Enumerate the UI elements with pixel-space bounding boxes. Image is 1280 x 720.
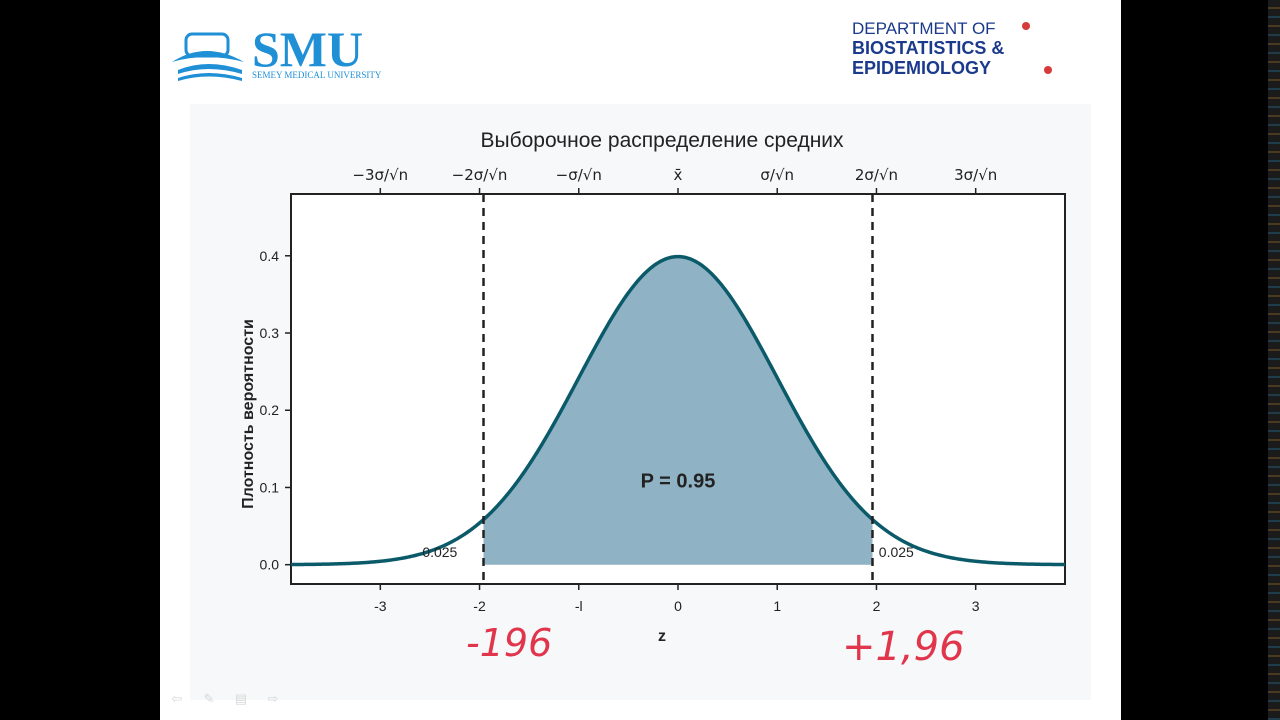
x-tick-label-3: 0 bbox=[674, 598, 682, 614]
top-tick-label-2: −σ/√n bbox=[556, 166, 602, 184]
prev-arrow-icon[interactable]: ⇦ bbox=[171, 691, 183, 706]
tail-prob-label-2: 0.025 bbox=[879, 544, 914, 560]
window-edge bbox=[1268, 0, 1280, 720]
smu-subtitle: SEMEY MEDICAL UNIVERSITY bbox=[252, 70, 382, 80]
shaded-area-95 bbox=[483, 256, 873, 565]
department-logo: DEPARTMENT OF BIOSTATISTICS & EPIDEMIOLO… bbox=[852, 19, 1052, 78]
top-tick-label-5: 2σ/√n bbox=[855, 166, 898, 184]
top-tick-label-4: σ/√n bbox=[760, 166, 794, 184]
probability-label: P = 0.95 bbox=[641, 470, 716, 492]
slide-nav: ⇦ ✎ ▤ ⇨ bbox=[168, 692, 282, 706]
tail-prob-label-1: 0.025 bbox=[422, 544, 457, 560]
dept-line3: EPIDEMIOLOGY bbox=[852, 58, 991, 78]
handwritten-minus-196: -196 bbox=[466, 621, 552, 665]
chart-title: Выборочное распределение средних bbox=[480, 129, 844, 152]
y-tick-label-3: 0.3 bbox=[260, 325, 280, 341]
top-tick-label-3: x̄ bbox=[674, 166, 683, 184]
pen-icon[interactable]: ✎ bbox=[203, 691, 215, 706]
y-tick-label-0: 0.0 bbox=[260, 557, 280, 573]
density-curve bbox=[290, 254, 1066, 567]
top-tick-label-0: −3σ/√n bbox=[352, 166, 408, 184]
chart-panel: Выборочное распределение средних Плотнос… bbox=[190, 104, 1091, 700]
dept-line1: DEPARTMENT OF bbox=[852, 19, 996, 38]
x-axis-label: z bbox=[658, 628, 666, 645]
x-tick-label-2: -l bbox=[575, 598, 583, 614]
dept-dot-icon-2 bbox=[1044, 66, 1052, 74]
y-tick-label-2: 0.2 bbox=[260, 402, 280, 418]
next-arrow-icon[interactable]: ⇨ bbox=[267, 691, 279, 706]
dept-line2: BIOSTATISTICS & bbox=[852, 38, 1004, 58]
x-tick-label-1: -2 bbox=[473, 598, 486, 614]
smu-logo: 1953 SMU SEMEY MEDICAL UNIVERSITY bbox=[172, 21, 382, 81]
dept-dot-icon bbox=[1022, 22, 1030, 30]
handwritten-plus-196: +1,96 bbox=[842, 624, 965, 670]
slide: 1953 SMU SEMEY MEDICAL UNIVERSITY DEPART… bbox=[160, 0, 1121, 720]
x-tick-label-6: 3 bbox=[972, 598, 980, 614]
top-tick-label-6: 3σ/√n bbox=[954, 166, 997, 184]
chart: Выборочное распределение средних Плотнос… bbox=[240, 129, 1066, 670]
y-axis-label: Плотность вероятности bbox=[240, 319, 257, 509]
x-tick-label-5: 2 bbox=[873, 598, 881, 614]
smu-emblem-icon bbox=[172, 32, 244, 81]
x-tick-label-0: -3 bbox=[374, 598, 387, 614]
x-tick-label-4: 1 bbox=[773, 598, 781, 614]
y-tick-label-4: 0.4 bbox=[260, 248, 280, 264]
y-tick-label-1: 0.1 bbox=[260, 479, 280, 495]
smu-name: SMU bbox=[252, 21, 363, 77]
top-tick-label-1: −2σ/√n bbox=[452, 166, 508, 184]
menu-icon[interactable]: ▤ bbox=[234, 691, 248, 706]
